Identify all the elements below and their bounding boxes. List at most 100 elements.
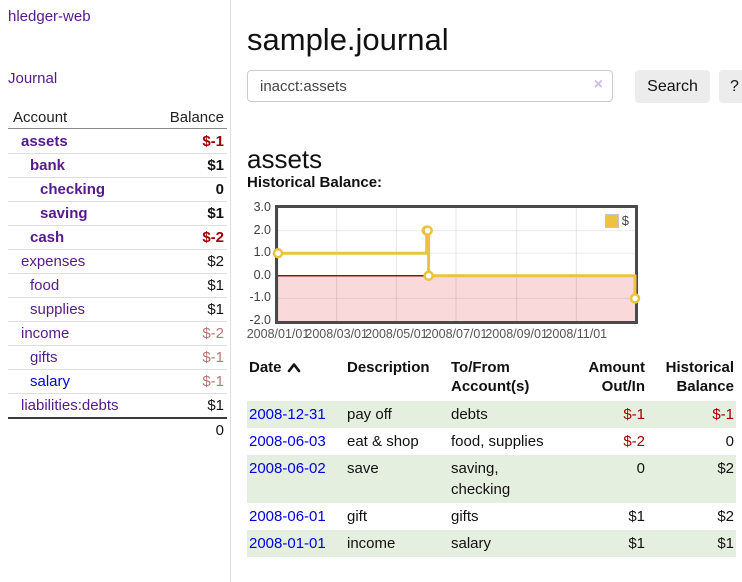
page-title: sample.journal [247, 21, 449, 57]
sidebar-account-link[interactable]: bank [30, 157, 66, 174]
sidebar-account-balance: $1 [207, 157, 224, 174]
transaction-description: gift [347, 508, 368, 525]
x-axis-label: 2008/07/01 [424, 327, 488, 341]
y-axis-label: -2.0 [249, 313, 271, 327]
transaction-description: eat & shop [347, 433, 419, 450]
sidebar-account-row: salary $-1 [8, 369, 227, 393]
search-button[interactable]: Search [635, 70, 710, 103]
sidebar-account-link[interactable]: liabilities:debts [21, 397, 119, 414]
sidebar-account-balance: $1 [207, 277, 224, 294]
x-axis-label: 2008/03/01 [305, 327, 368, 341]
historical-balance-chart: $ 3.0 2.0 1.0 0.0 -1.0 -2.0 2008/01/01 2008/03/… [242, 200, 682, 343]
sidebar-account-row: cash $-2 [8, 225, 227, 249]
legend-label: $ [621, 213, 629, 228]
balance-column-header: Balance [169, 109, 224, 126]
sidebar: hledger-web Journal Account Balance asse… [0, 0, 231, 582]
transaction-historical-balance: $2 [717, 508, 734, 525]
amount-column-header: Amount Out/In [588, 359, 645, 395]
register-header-row: Date Description To/From Account(s) Amoun… [247, 356, 736, 401]
table-row: 2008-06-03 eat & shop food, supplies $-2 0 [247, 428, 736, 455]
transaction-historical-balance: $-1 [712, 406, 734, 423]
tofrom-column-header: To/From Account(s) [451, 359, 530, 395]
sidebar-account-row: checking 0 [8, 177, 227, 201]
sidebar-account-link[interactable]: supplies [30, 301, 86, 318]
transaction-description: pay off [347, 406, 392, 423]
sidebar-item-journal[interactable]: Journal [8, 70, 58, 87]
data-point-marker [423, 270, 434, 282]
main-content: sample.journal × Search ? assets Histori… [231, 0, 742, 582]
data-point-marker [422, 225, 433, 236]
transaction-date-link[interactable]: 2008-06-01 [249, 508, 326, 525]
app-title-link[interactable]: hledger-web [8, 8, 91, 25]
date-column-header[interactable]: Date [247, 356, 345, 401]
y-axis-label: 2.0 [253, 222, 271, 237]
sidebar-account-row: expenses $2 [8, 249, 227, 273]
sidebar-account-balance: 0 [215, 181, 224, 198]
register-table: Date Description To/From Account(s) Amoun… [247, 356, 736, 557]
y-axis-label: 0.0 [253, 267, 271, 282]
sidebar-account-balance: $-1 [202, 132, 224, 150]
sidebar-account-link[interactable]: salary [30, 373, 71, 390]
legend-swatch [604, 213, 619, 228]
transaction-date-link[interactable]: 2008-12-31 [249, 406, 326, 423]
sidebar-account-row: food $1 [8, 273, 227, 297]
chart-legend: $ [602, 212, 631, 229]
sidebar-account-row: saving $1 [8, 201, 227, 225]
sidebar-account-balance: $2 [207, 253, 224, 270]
sidebar-account-link[interactable]: saving [40, 205, 88, 222]
transaction-accounts: saving, checking [451, 460, 511, 498]
transaction-amount: 0 [636, 460, 645, 477]
transaction-amount: $1 [628, 508, 645, 525]
transaction-historical-balance: $2 [717, 460, 734, 477]
transaction-date-link[interactable]: 2008-06-02 [249, 460, 326, 477]
clear-search-icon[interactable]: × [593, 76, 603, 93]
transaction-date-link[interactable]: 2008-01-01 [249, 535, 326, 552]
transaction-accounts: gifts [451, 508, 479, 525]
transaction-accounts: food, supplies [451, 433, 544, 450]
sidebar-table-header: Account Balance [8, 104, 227, 129]
transaction-historical-balance: 0 [725, 433, 734, 450]
sidebar-account-row: gifts $-1 [8, 345, 227, 369]
sidebar-account-link[interactable]: gifts [30, 349, 58, 366]
sidebar-account-row: supplies $1 [8, 297, 227, 321]
data-point-marker [629, 293, 641, 304]
table-row: 2008-12-31 pay off debts $-1 $-1 [247, 401, 736, 428]
sidebar-accounts-table: Account Balance assets $-1 bank $1 checking 0… [8, 104, 227, 442]
transaction-historical-balance: $1 [717, 535, 734, 552]
table-row: 2008-06-01 gift gifts $1 $2 [247, 503, 736, 530]
search-input[interactable] [247, 70, 613, 102]
search-box: × [247, 70, 613, 102]
sidebar-account-row: income $-2 [8, 321, 227, 345]
transaction-description: income [347, 535, 396, 552]
x-axis-label: 2008/11/01 [545, 327, 608, 341]
help-button[interactable]: ? [719, 70, 742, 103]
description-column-header: Description [347, 359, 430, 376]
sidebar-account-link[interactable]: income [21, 325, 70, 342]
sidebar-account-balance: $-1 [202, 349, 224, 366]
sidebar-account-balance: $1 [207, 205, 224, 222]
transaction-accounts: debts [451, 406, 488, 423]
transaction-description: save [347, 460, 379, 477]
sidebar-account-rows: assets $-1 bank $1 checking 0 saving $1 cash $-2 e… [8, 129, 227, 417]
transaction-amount: $-1 [623, 406, 645, 423]
sidebar-account-balance: $1 [207, 397, 224, 414]
historical-balance-column-header: Historical Balance [665, 359, 734, 395]
table-row: 2008-06-02 save saving, checking 0 $2 [247, 455, 736, 503]
sidebar-account-link[interactable]: checking [40, 181, 106, 198]
account-column-header: Account [13, 109, 68, 126]
sidebar-account-link[interactable]: cash [30, 229, 65, 246]
y-axis-label: 1.0 [253, 245, 271, 260]
transaction-date-link[interactable]: 2008-06-03 [249, 433, 326, 450]
sidebar-account-balance: $-1 [202, 373, 224, 390]
plot-area: $ [272, 205, 641, 324]
chart-canvas [272, 208, 641, 321]
negative-region [278, 275, 635, 321]
x-axis-label: 2008/05/01 [365, 327, 428, 341]
sidebar-account-row: liabilities:debts $1 [8, 393, 227, 417]
y-axis-label: -1.0 [249, 290, 271, 305]
sidebar-account-link[interactable]: food [30, 277, 60, 294]
sidebar-account-link[interactable]: expenses [21, 253, 86, 270]
sidebar-account-balance: $1 [207, 301, 224, 318]
sidebar-account-link[interactable]: assets [21, 132, 68, 150]
sidebar-account-row: bank $1 [8, 153, 227, 177]
